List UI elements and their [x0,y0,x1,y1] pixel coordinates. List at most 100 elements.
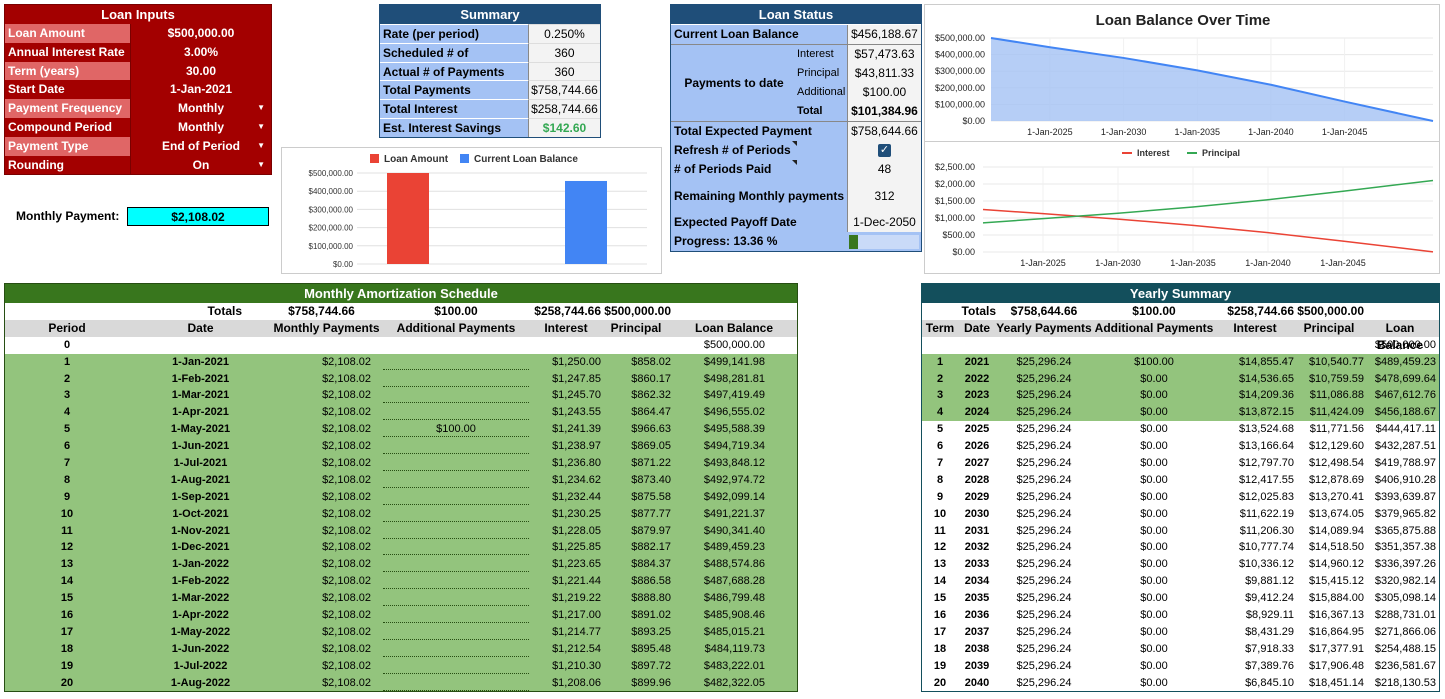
additional-payment-cell[interactable] [381,590,531,607]
amortization-row: 2 1-Feb-2021 $2,108.02 $1,247.85 $860.17 $498… [5,370,797,388]
loan-input-value[interactable]: On ▼ [130,155,271,175]
yearly-cell: $12,498.54 [1308,457,1364,470]
additional-payment-input[interactable] [383,455,529,472]
yearly-cell: 2033 [964,558,990,571]
additional-payment-input[interactable] [383,489,529,505]
chevron-down-icon[interactable]: ▼ [257,159,265,169]
amortization-row: 1 1-Jan-2021 $2,108.02 $1,250.00 $858.02 $499… [5,353,797,371]
additional-payment-input[interactable] [383,387,529,404]
loan-input-value[interactable]: 1-Jan-2021 [130,80,271,100]
additional-payment-input[interactable] [383,624,529,640]
additional-payment-cell[interactable] [381,455,531,472]
additional-payment-input[interactable] [383,607,529,624]
additional-payment-input[interactable] [383,523,529,539]
yearly-cell: $14,209.36 [1238,389,1294,402]
yearly-cell: 19 [933,659,947,672]
chevron-down-icon[interactable]: ▼ [257,103,265,113]
yearly-cell: 2 [936,372,944,385]
additional-payment-cell[interactable] [381,354,531,371]
yearly-cell: 2022 [964,372,990,385]
amortization-cell: 1-Jun-2022 [171,642,230,655]
additional-payment-input[interactable] [383,641,529,657]
total-expected-label: Total Expected Payment [671,122,847,141]
additional-payment-cell[interactable] [381,489,531,506]
yearly-cell: $379,965.82 [1374,507,1436,520]
loan-input-value-text: Monthly [178,101,224,116]
refresh-periods-checkbox[interactable]: ✓ [878,144,891,157]
series-line [982,179,1434,224]
periods-paid-value: 48 [847,160,921,179]
additional-payment-input[interactable] [383,675,529,691]
yearly-cell: $16,367.13 [1308,609,1364,622]
additional-payment-cell[interactable] [381,675,531,692]
additional-payment-input[interactable] [383,371,529,387]
yearly-cell: $6,845.10 [1245,676,1294,689]
yearly-header-cell: Interest [1233,320,1277,335]
additional-payment-input[interactable] [383,539,529,556]
yearly-cell: $10,759.59 [1308,372,1364,385]
additional-payment-input[interactable] [383,506,529,522]
amortization-cell: $2,108.02 [322,406,371,419]
loan-input-value[interactable]: 30.00 [130,61,271,81]
loan-input-value[interactable]: Monthly ▼ [130,117,271,137]
amortization-cell: 1-Jul-2022 [173,659,228,672]
yearly-cell: $25,296.24 [1016,372,1072,385]
periods-paid-label-text: # of Periods Paid [674,162,772,176]
yearly-cell: 13 [933,558,947,571]
additional-payment-cell[interactable] [381,387,531,404]
amortization-cell: $498,281.81 [703,372,765,385]
loan-input-label: Term (years) [5,61,130,81]
yearly-row: 11 2031 $25,296.24 $0.00 $11,206.30 $14,089.9… [922,522,1439,540]
additional-payment-cell[interactable] [381,523,531,540]
yearly-title: Yearly Summary [922,284,1439,303]
additional-payment-cell[interactable]: $100.00 [381,421,531,438]
additional-payment-cell[interactable] [381,438,531,455]
loan-input-value[interactable]: $500,000.00 [130,24,271,43]
additional-payment-input[interactable] [383,658,529,674]
yearly-cell: $11,771.56 [1309,423,1364,436]
yearly-cell: $0.00 [1140,659,1168,672]
additional-payment-cell[interactable] [381,472,531,489]
loan-input-value[interactable]: Monthly ▼ [130,99,271,118]
additional-payment-cell[interactable] [381,371,531,388]
chevron-down-icon[interactable]: ▼ [257,121,265,131]
monthly-payment-value[interactable]: $2,108.02 [127,207,269,226]
additional-payment-cell[interactable] [381,624,531,641]
additional-payment-cell[interactable] [381,573,531,590]
loan-input-row: Payment Type End of Period ▼ [5,136,271,156]
loan-input-value[interactable]: End of Period ▼ [130,136,271,156]
yearly-row: 17 2037 $25,296.24 $0.00 $8,431.29 $16,864.95… [922,623,1439,641]
additional-payment-cell[interactable] [381,506,531,523]
summary-value: $258,744.66 [528,99,600,118]
yearly-cell: $14,855.47 [1238,355,1294,368]
amortization-row: 5 1-May-2021 $2,108.02 $100.00 $1,241.39 $966… [5,421,797,439]
x-tick-label: 1-Jan-2030 [1101,127,1147,137]
x-tick-label: 1-Jan-2030 [1095,258,1141,268]
additional-payment-input[interactable] [383,472,529,488]
additional-payment-input[interactable] [383,438,529,455]
yearly-cell: $25,296.24 [1016,389,1072,402]
additional-payment-input[interactable] [383,590,529,607]
additional-payment-cell[interactable] [381,539,531,556]
amortization-cell: $888.80 [631,592,671,605]
loan-input-value[interactable]: 3.00% [130,42,271,62]
additional-payment-input[interactable] [383,404,529,421]
yearly-cell: 6 [936,440,944,453]
periods-paid-label: # of Periods Paid [671,160,847,179]
additional-payment-input[interactable] [383,556,529,573]
additional-payment-cell[interactable] [381,658,531,675]
additional-payment-cell[interactable] [381,607,531,624]
additional-payment-input[interactable] [383,354,529,370]
additional-payment-input[interactable] [383,573,529,590]
yearly-totals-payments: $758,644.66 [1010,304,1078,318]
amortization-cell: $966.63 [631,423,671,436]
yearly-cell: $25,296.24 [1016,642,1072,655]
yearly-cell: 11 [934,524,946,537]
additional-payment-cell[interactable] [381,404,531,421]
additional-payment-cell[interactable] [381,556,531,573]
chevron-down-icon[interactable]: ▼ [257,140,265,150]
yearly-totals-interest: $258,744.66 [1227,304,1294,318]
additional-payment-input[interactable]: $100.00 [383,421,529,438]
yearly-cell: $14,960.12 [1308,558,1364,571]
additional-payment-cell[interactable] [381,641,531,658]
